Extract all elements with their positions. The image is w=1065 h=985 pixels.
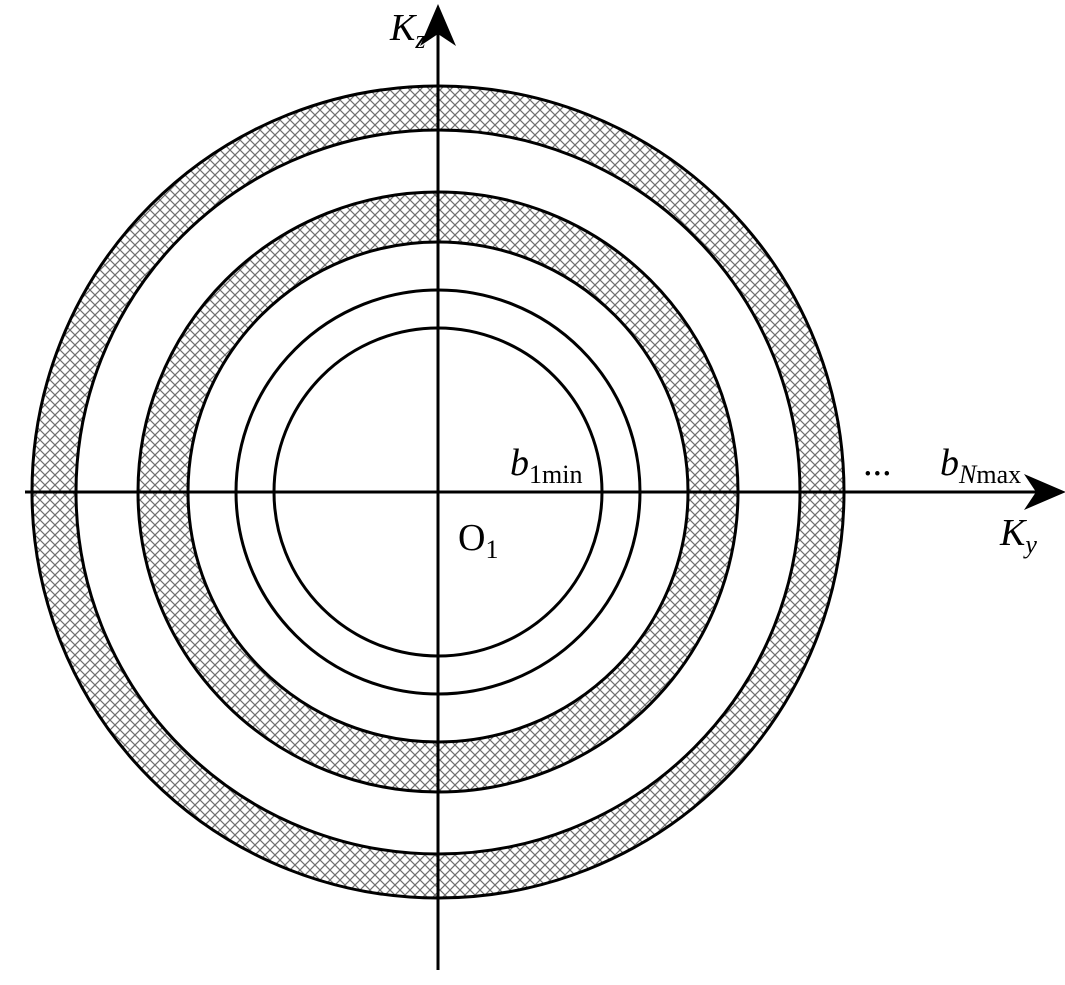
origin-label: O1 [458,517,498,564]
concentric-rings-diagram: Kz Ky O1 b1min ... bNmax [0,0,1065,985]
bnmax-label: bNmax [940,442,1021,489]
kz-axis-label: Kz [389,7,425,54]
ky-axis-label: Ky [999,512,1037,559]
b1min-label: b1min [510,442,582,489]
ellipsis-label: ... [864,442,893,484]
